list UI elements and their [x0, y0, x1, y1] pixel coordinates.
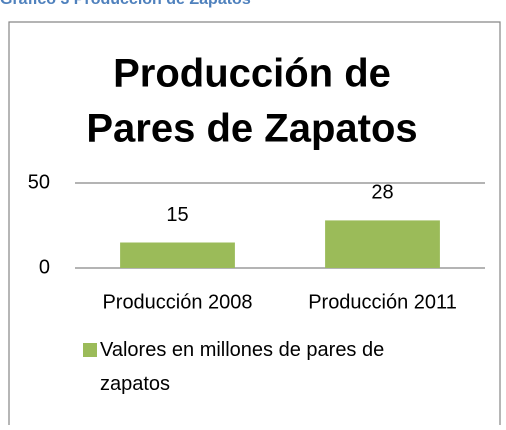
x-tick-label: Producción 2011	[308, 291, 457, 313]
bar	[120, 242, 235, 268]
legend-swatch	[83, 343, 97, 357]
chart-title: Pares de Zapatos	[86, 107, 417, 151]
chart-border	[8, 21, 501, 425]
value-label: 28	[371, 182, 393, 204]
value-label: 15	[166, 204, 188, 226]
chart-title: Producción de	[113, 52, 391, 96]
y-tick-label: 0	[39, 256, 50, 278]
legend-label: Valores en millones de pares de zapatos	[100, 339, 385, 395]
bar	[325, 220, 440, 268]
y-tick-label: 50	[28, 171, 50, 193]
caption: Gráfico 3 Producción de Zapatos	[0, 0, 251, 8]
x-tick-label: Producción 2008	[102, 291, 252, 313]
legend-entry: Valores en millones de pares de zapatos	[100, 339, 385, 395]
